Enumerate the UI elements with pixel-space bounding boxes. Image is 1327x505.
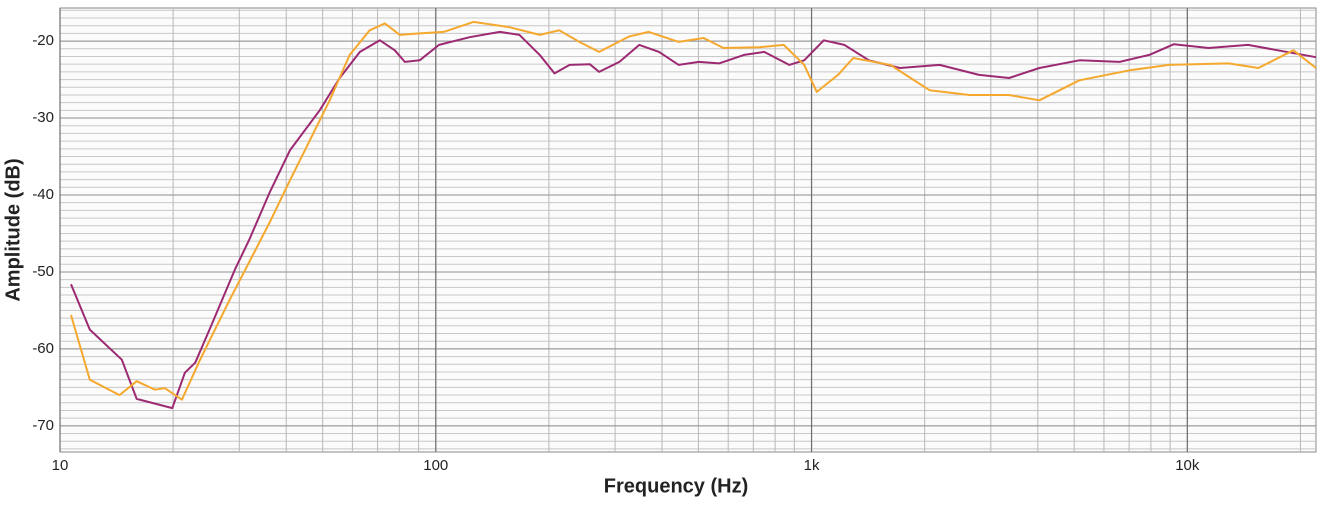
y-tick-label: -40	[32, 186, 54, 203]
y-tick-label: -20	[32, 32, 54, 49]
x-axis-title: Frequency (Hz)	[604, 475, 748, 497]
plot-area	[59, 7, 1317, 453]
x-tick-label: 100	[423, 457, 448, 474]
y-axis-title: Amplitude (dB)	[2, 158, 24, 301]
y-tick-label: -30	[32, 109, 54, 126]
x-tick-label: 1k	[804, 457, 820, 474]
x-tick-label: 10k	[1175, 457, 1200, 474]
y-tick-label: -70	[32, 417, 54, 434]
y-tick-label: -50	[32, 263, 54, 280]
y-tick-label: -60	[32, 340, 54, 357]
x-tick-label: 10	[52, 457, 69, 474]
series-line	[70, 20, 1317, 401]
series-line	[70, 30, 1317, 410]
